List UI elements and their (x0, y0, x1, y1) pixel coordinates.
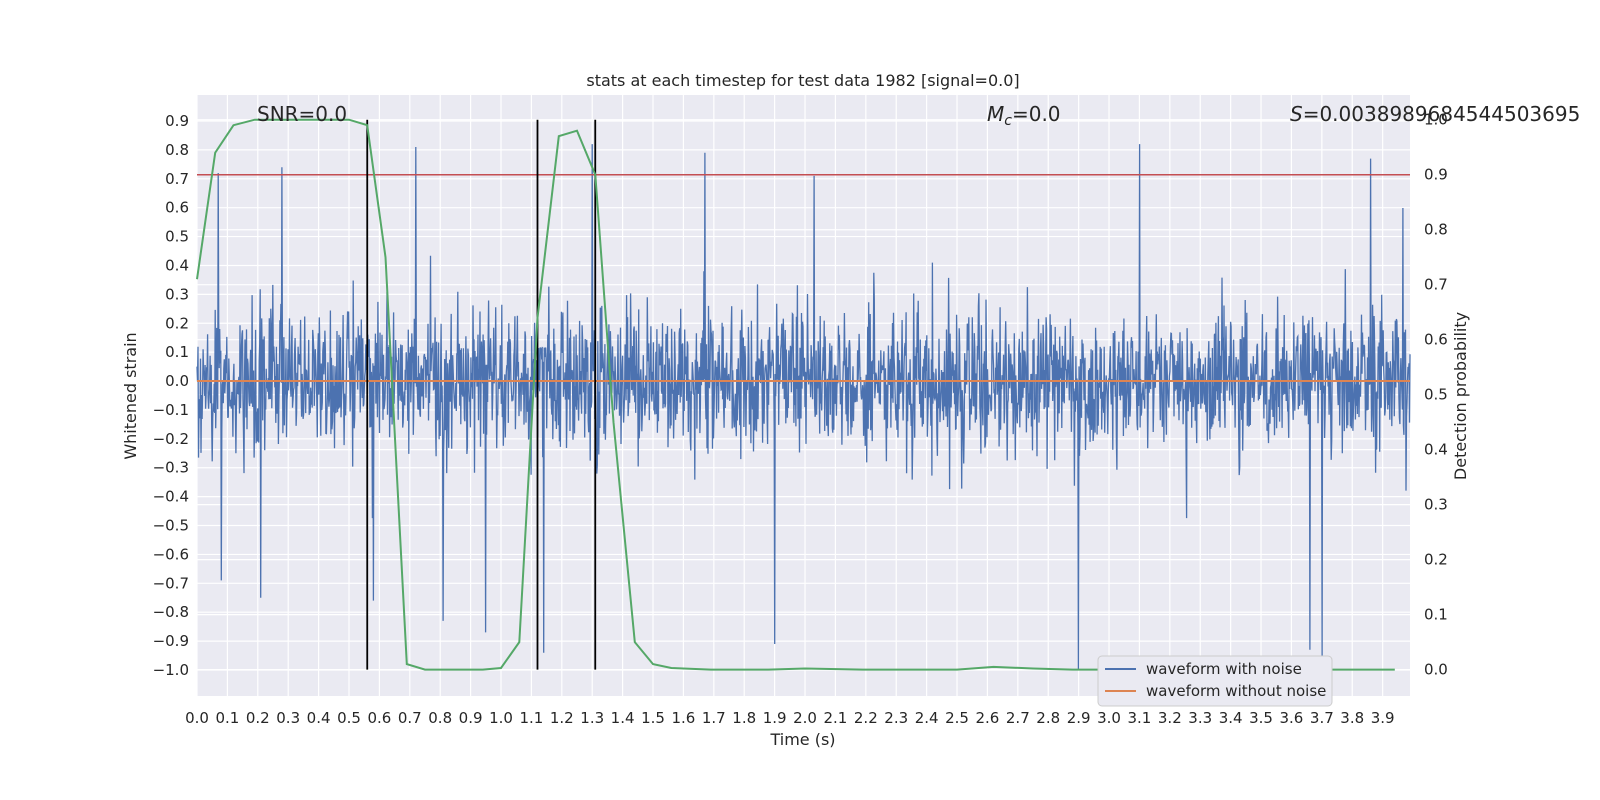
y-tick-label: 0.6 (165, 199, 189, 217)
y-right-tick-label: 0.3 (1424, 496, 1448, 514)
vertical-markers (366, 119, 597, 670)
x-tick-label: 3.3 (1188, 709, 1212, 727)
x-tick-label: 2.8 (1036, 709, 1060, 727)
y-tick-label: 0.7 (165, 170, 189, 188)
y-tick-labels: 0.9 0.8 0.7 0.6 0.5 0.4 0.3 0.2 0.1 0.0 −0.1 −0.2 −0… (153, 112, 189, 679)
y-right-axis-label: Detection probability (1451, 312, 1470, 480)
x-tick-label: 2.9 (1067, 709, 1091, 727)
x-tick-label: 1.6 (671, 709, 695, 727)
x-tick-label: 0.7 (398, 709, 422, 727)
x-tick-label: 1.0 (489, 709, 513, 727)
y-axis-label: Whitened strain (121, 332, 140, 459)
x-tick-label: 1.3 (580, 709, 604, 727)
y-right-tick-label: 0.1 (1424, 606, 1448, 624)
x-tick-label: 3.8 (1340, 709, 1364, 727)
x-tick-label: 2.3 (884, 709, 908, 727)
x-tick-label: 3.0 (1097, 709, 1121, 727)
x-tick-label: 1.4 (611, 709, 635, 727)
y-right-tick-labels: 1.0 0.9 0.8 0.7 0.6 0.5 0.4 0.3 0.2 0.1 0.0 (1424, 111, 1448, 679)
y-tick-label: −0.6 (153, 545, 189, 563)
y-tick-label: 0.9 (165, 112, 189, 130)
x-tick-label: 2.0 (793, 709, 817, 727)
legend-label-clean: waveform without noise (1146, 682, 1326, 700)
y-tick-label: 0.5 (165, 228, 189, 246)
x-tick-label: 0.9 (459, 709, 483, 727)
x-tick-label: 1.2 (550, 709, 574, 727)
x-tick-label: 1.9 (763, 709, 787, 727)
y-right-tick-label: 0.2 (1424, 551, 1448, 569)
y-right-tick-label: 1.0 (1424, 111, 1448, 129)
legend-box (1097, 655, 1333, 707)
noise-trace (196, 144, 1411, 671)
y-tick-label: −0.3 (153, 459, 189, 477)
x-tick-label: 3.1 (1128, 709, 1152, 727)
x-tick-label: 0.5 (337, 709, 361, 727)
x-tick-label: 0.8 (428, 709, 452, 727)
x-tick-label: 2.5 (945, 709, 969, 727)
x-tick-label: 3.5 (1249, 709, 1273, 727)
s-annotation: S=0.0038989684544503695 (1290, 102, 1580, 126)
y-right-tick-label: 0.6 (1424, 331, 1448, 349)
y-tick-label: 0.2 (165, 314, 189, 332)
y-tick-label: −0.1 (153, 401, 189, 419)
detection-probability-series (196, 118, 1395, 671)
x-tick-label: 1.7 (702, 709, 726, 727)
x-tick-label: 0.6 (367, 709, 391, 727)
x-tick-label: 2.7 (1006, 709, 1030, 727)
y-tick-label: 0.0 (165, 372, 189, 390)
x-tick-label: 3.2 (1158, 709, 1182, 727)
x-tick-label: 1.8 (732, 709, 756, 727)
x-tick-label: 0.3 (276, 709, 300, 727)
x-tick-labels: 0.0 0.1 0.2 0.3 0.4 0.5 0.6 0.7 0.8 0.9 1.0 1.1 1.2 1… (185, 709, 1394, 727)
x-tick-label: 3.4 (1219, 709, 1243, 727)
x-tick-label: 2.4 (915, 709, 939, 727)
y-right-tick-label: 0.7 (1424, 276, 1448, 294)
y-tick-label: −1.0 (153, 661, 189, 679)
y-tick-label: −0.2 (153, 430, 189, 448)
y-tick-label: −0.5 (153, 517, 189, 535)
y-right-tick-label: 0.5 (1424, 386, 1448, 404)
y-tick-label: 0.1 (165, 343, 189, 361)
x-tick-label: 0.4 (307, 709, 331, 727)
y-right-tick-label: 0.4 (1424, 441, 1448, 459)
y-tick-label: 0.8 (165, 141, 189, 159)
y-tick-label: −0.9 (153, 632, 189, 650)
x-tick-label: 0.2 (246, 709, 270, 727)
y-tick-label: 0.4 (165, 256, 189, 274)
x-tick-label: 1.5 (641, 709, 665, 727)
mc-annotation: Mc=0.0 (987, 102, 1061, 129)
x-tick-label: 0.0 (185, 709, 209, 727)
y-right-tick-label: 0.9 (1424, 166, 1448, 184)
legend: waveform with noise waveform without noi… (1097, 655, 1333, 707)
x-tick-label: 2.6 (975, 709, 999, 727)
y-tick-label: 0.3 (165, 285, 189, 303)
x-tick-label: 3.7 (1310, 709, 1334, 727)
y-tick-label: −0.4 (153, 488, 189, 506)
x-axis-label: Time (s) (769, 730, 835, 749)
waveform-with-noise-series (196, 144, 1411, 671)
x-tick-label: 3.9 (1371, 709, 1395, 727)
x-tick-label: 1.1 (519, 709, 543, 727)
x-tick-label: 0.1 (215, 709, 239, 727)
legend-label-noise: waveform with noise (1146, 660, 1302, 678)
y-tick-label: −0.7 (153, 574, 189, 592)
y-right-tick-label: 0.8 (1424, 221, 1448, 239)
x-tick-label: 2.1 (823, 709, 847, 727)
y-right-tick-label: 0.0 (1424, 661, 1448, 679)
y-tick-label: −0.8 (153, 603, 189, 621)
chart-title: stats at each timestep for test data 198… (586, 71, 1019, 90)
snr-annotation: SNR=0.0 (257, 102, 347, 126)
x-tick-label: 3.6 (1280, 709, 1304, 727)
x-tick-label: 2.2 (854, 709, 878, 727)
